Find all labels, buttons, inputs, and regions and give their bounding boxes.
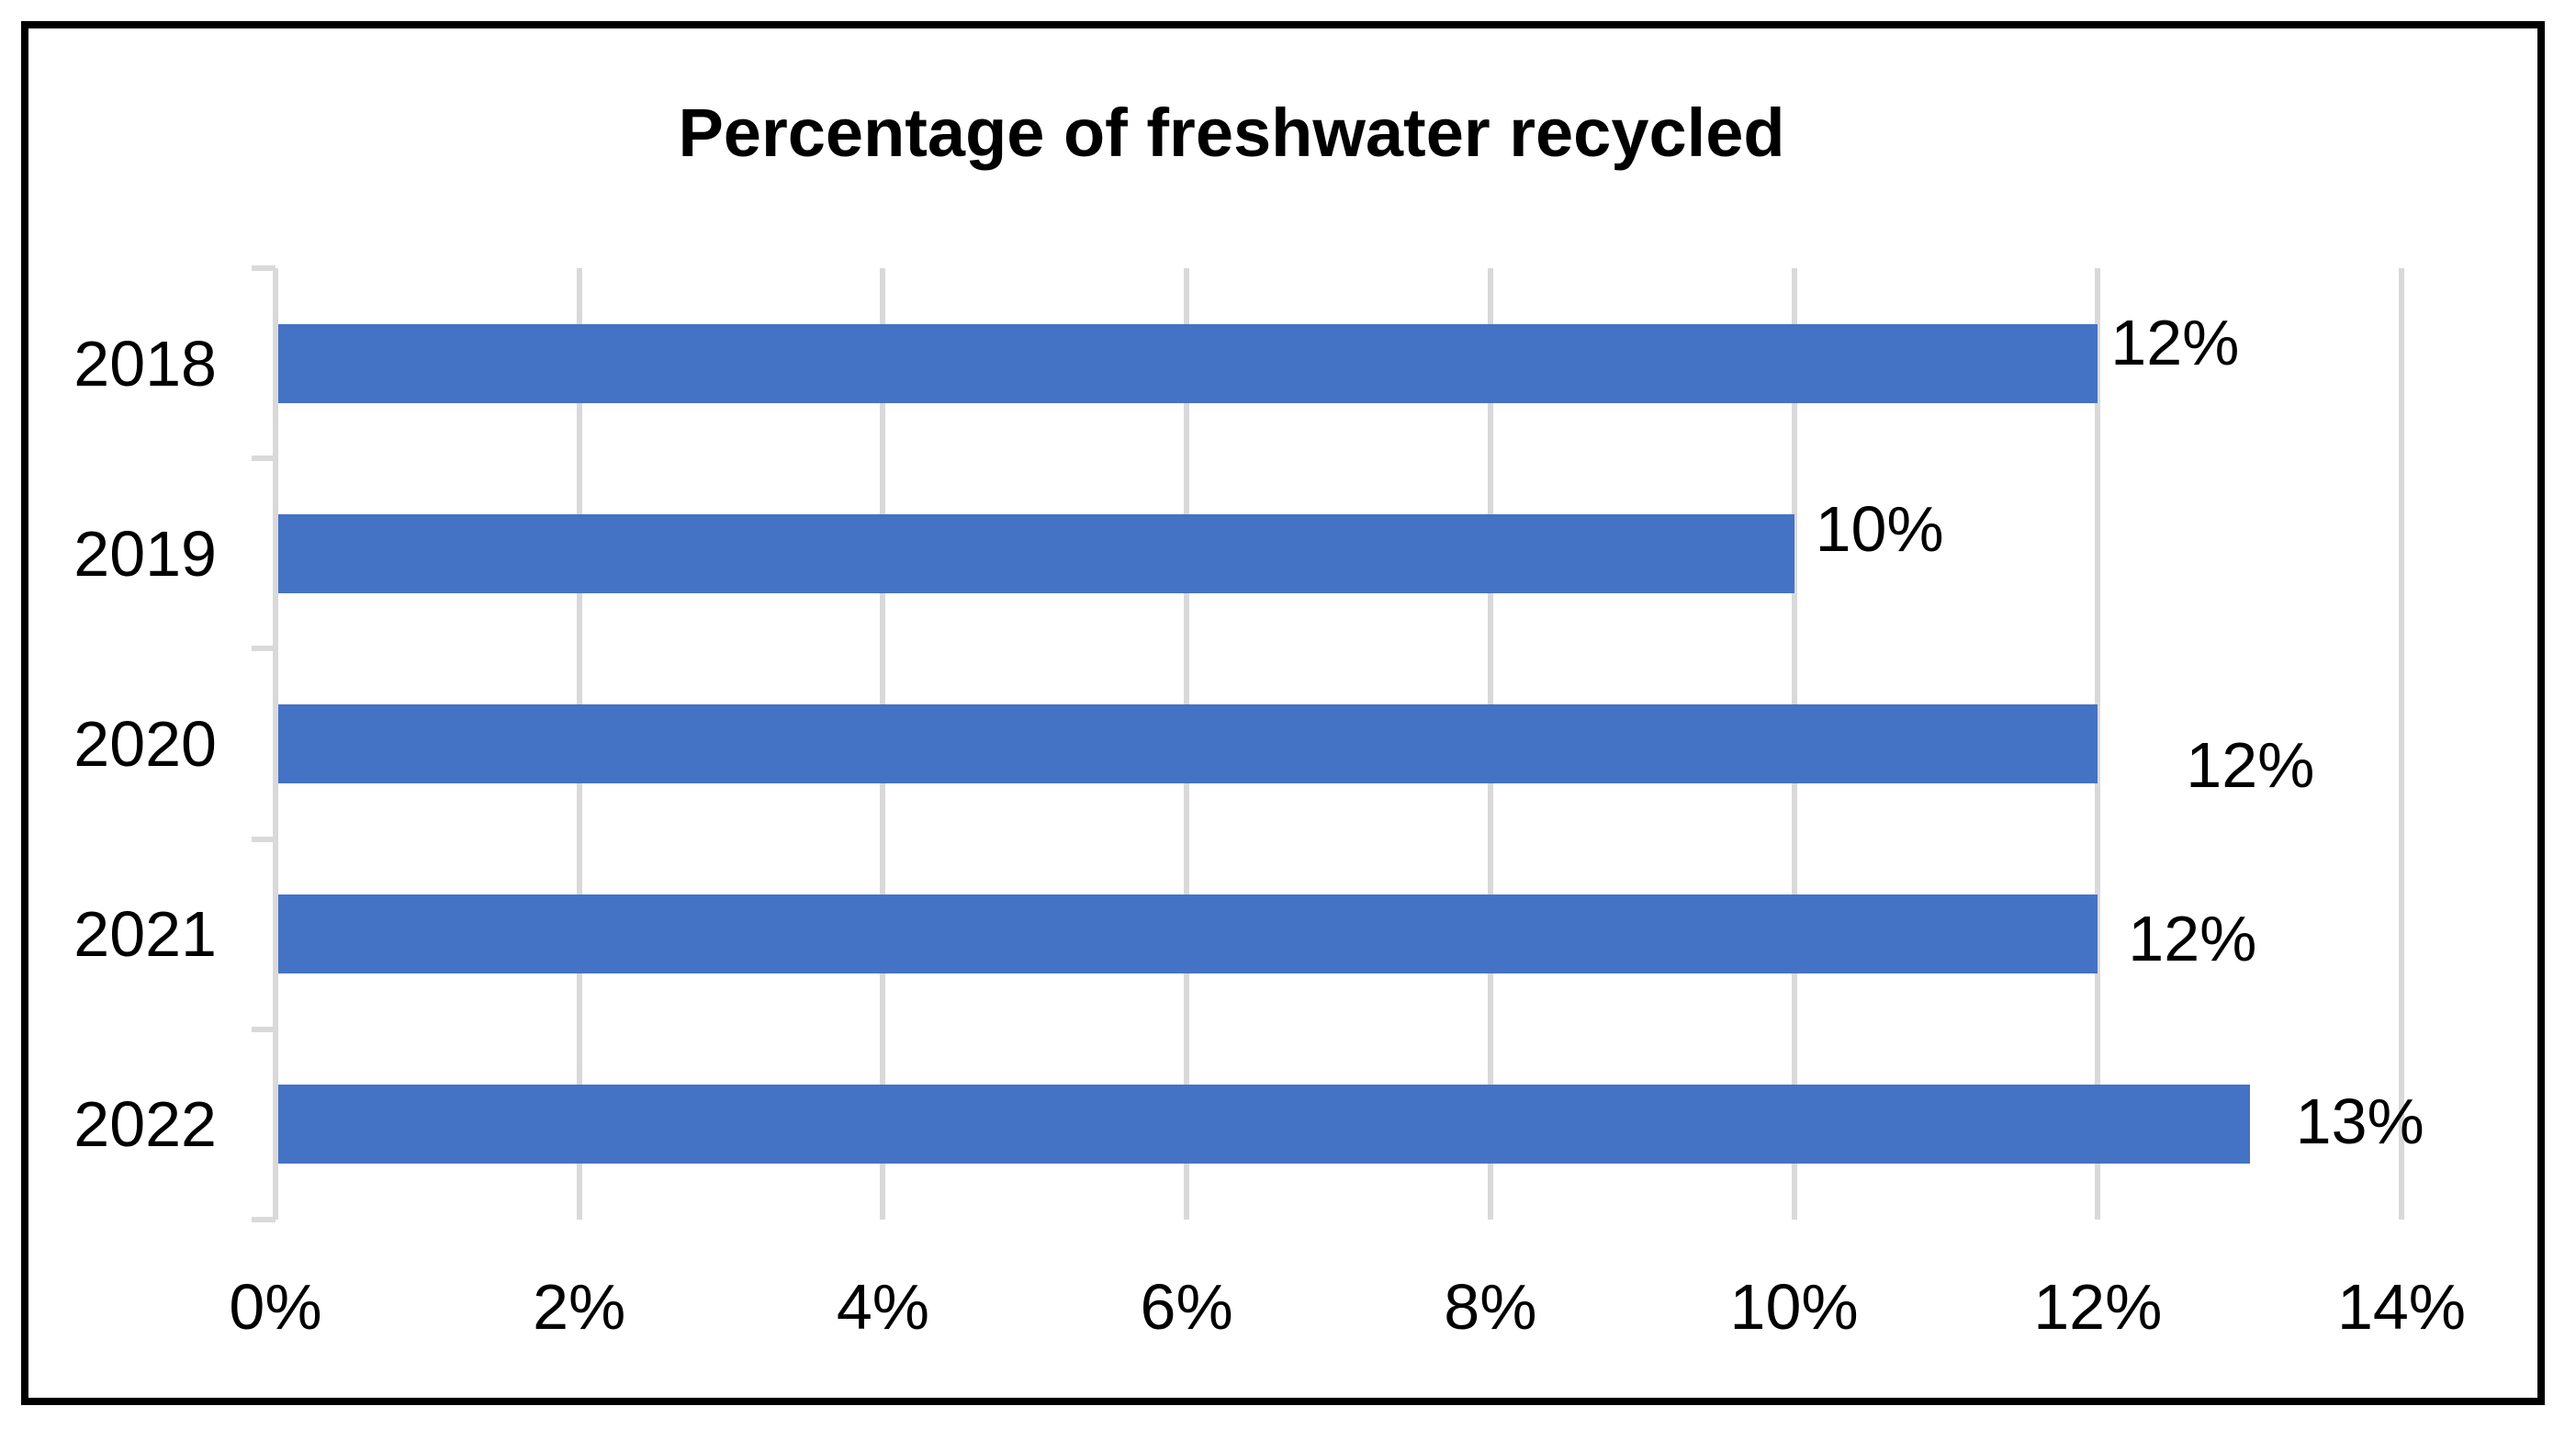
y-axis-line [273, 268, 278, 1220]
x-tick-label-4%: 4% [836, 1271, 930, 1343]
chart-border [21, 21, 2545, 1405]
bar-2021 [278, 894, 2098, 974]
x-tick-label-10%: 10% [1729, 1271, 1859, 1343]
data-label-2022: 13% [2295, 1086, 2424, 1158]
bar-2020 [278, 704, 2098, 783]
y-axis-tick [252, 265, 276, 271]
category-label-2022: 2022 [73, 1088, 217, 1161]
chart-title: Percentage of freshwater recycled [678, 95, 1785, 171]
x-tick-label-14%: 14% [2336, 1271, 2467, 1343]
x-tick-label-0%: 0% [229, 1271, 322, 1343]
gridline-12% [2095, 268, 2101, 1220]
x-tick-label-6%: 6% [1140, 1271, 1233, 1343]
category-label-2018: 2018 [73, 327, 217, 399]
data-label-2020: 12% [2186, 729, 2315, 801]
y-axis-tick [252, 1026, 276, 1032]
data-label-2019: 10% [1815, 492, 1944, 565]
x-tick-label-8%: 8% [1444, 1271, 1537, 1343]
bar-2019 [278, 513, 1794, 593]
x-tick-label-2%: 2% [533, 1271, 626, 1343]
category-label-2021: 2021 [73, 898, 217, 971]
data-label-2021: 12% [2128, 903, 2257, 975]
gridline-14% [2399, 268, 2404, 1220]
data-label-2018: 12% [2110, 306, 2240, 378]
category-label-2019: 2019 [73, 517, 217, 590]
y-axis-tick [252, 836, 276, 842]
y-axis-tick [252, 1217, 276, 1222]
bar-2018 [278, 323, 2098, 403]
category-label-2020: 2020 [73, 708, 217, 780]
bar-2022 [278, 1085, 2250, 1164]
y-axis-tick [252, 456, 276, 462]
x-tick-label-12%: 12% [2033, 1271, 2163, 1343]
y-axis-tick [252, 646, 276, 652]
